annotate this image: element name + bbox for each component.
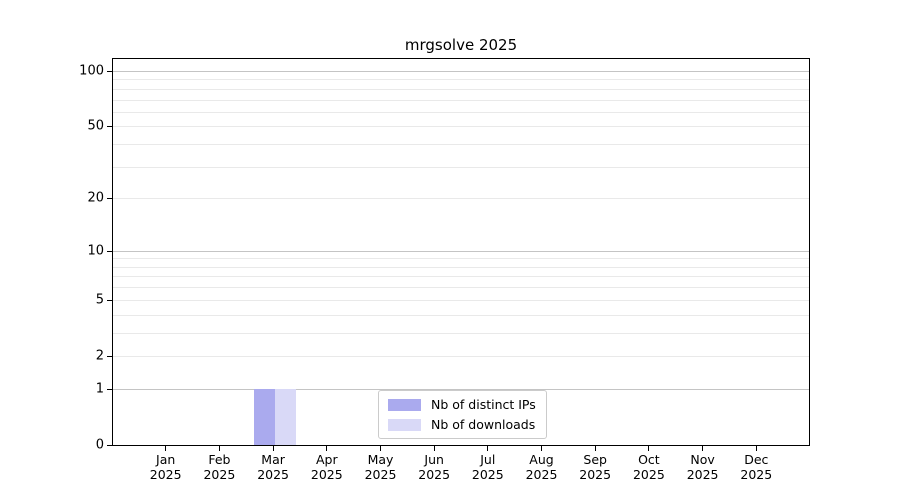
x-tick-label: Feb 2025 xyxy=(187,452,251,482)
x-tick-label: Mar 2025 xyxy=(241,452,305,482)
y-tick-label: 1 xyxy=(95,381,104,397)
x-tick-month: Oct xyxy=(638,452,660,467)
minor-gridline xyxy=(113,144,809,145)
x-tick-month: Aug xyxy=(529,452,554,467)
x-tick-label: Oct 2025 xyxy=(617,452,681,482)
legend-label: Nb of distinct IPs xyxy=(431,397,536,412)
x-tick-mark xyxy=(218,446,220,451)
legend-swatch xyxy=(388,398,421,411)
major-gridline xyxy=(113,356,809,357)
y-tick-label: 20 xyxy=(87,190,104,206)
x-tick-mark xyxy=(755,446,757,451)
y-tick-mark xyxy=(107,388,112,390)
y-tick-label: 5 xyxy=(95,292,104,308)
x-tick-month: Dec xyxy=(744,452,769,467)
x-tick-year: 2025 xyxy=(203,467,236,482)
minor-gridline xyxy=(113,88,809,90)
legend-swatch xyxy=(388,418,421,431)
minor-gridline xyxy=(113,111,809,113)
x-tick-mark xyxy=(165,446,167,451)
minor-gridline xyxy=(113,266,809,268)
y-tick-label: 100 xyxy=(79,63,104,79)
legend: Nb of distinct IPs Nb of downloads xyxy=(378,390,547,439)
x-tick-label: Jul 2025 xyxy=(456,452,520,482)
x-tick-label: Apr 2025 xyxy=(295,452,359,482)
x-tick-year: 2025 xyxy=(149,467,182,482)
legend-label: Nb of downloads xyxy=(431,417,536,432)
x-tick-year: 2025 xyxy=(632,467,665,482)
minor-gridline xyxy=(113,258,809,260)
x-tick-mark xyxy=(326,446,328,451)
y-tick-mark xyxy=(107,70,112,72)
x-tick-year: 2025 xyxy=(310,467,343,482)
x-tick-mark xyxy=(648,446,650,451)
legend-entry: Nb of downloads xyxy=(388,417,536,432)
x-tick-year: 2025 xyxy=(257,467,289,482)
major-gridline xyxy=(113,126,809,128)
x-tick-month: Nov xyxy=(690,452,715,467)
y-tick-mark xyxy=(107,445,112,446)
x-tick-month: Jun xyxy=(424,452,444,467)
x-tick-label: May 2025 xyxy=(349,452,413,482)
x-tick-label: Nov 2025 xyxy=(671,452,735,482)
bar-nb-of-distinct-ips xyxy=(253,388,275,445)
y-tick-mark xyxy=(107,356,112,357)
chart-title: mrgsolve 2025 xyxy=(404,36,518,54)
major-gridline xyxy=(113,388,809,390)
minor-gridline xyxy=(113,332,809,334)
x-tick-year: 2025 xyxy=(740,467,773,482)
minor-gridline xyxy=(113,79,809,81)
x-tick-mark xyxy=(380,446,381,451)
x-tick-mark xyxy=(487,446,489,451)
y-tick-mark xyxy=(107,299,112,301)
y-tick-label: 10 xyxy=(87,243,104,259)
y-tick-mark xyxy=(107,126,112,128)
x-tick-label: Sep 2025 xyxy=(563,452,627,482)
y-tick-label: 0 xyxy=(95,437,104,453)
x-tick-label: Jun 2025 xyxy=(402,452,466,482)
y-tick-mark xyxy=(107,250,112,252)
minor-gridline xyxy=(113,276,809,278)
x-tick-mark xyxy=(433,446,435,451)
x-tick-label: Dec 2025 xyxy=(724,452,788,482)
x-tick-month: Jul xyxy=(480,452,496,467)
major-gridline xyxy=(113,250,809,252)
minor-gridline xyxy=(113,99,809,101)
bar-nb-of-downloads xyxy=(274,388,296,445)
x-tick-year: 2025 xyxy=(579,467,612,482)
x-tick-year: 2025 xyxy=(418,467,451,482)
x-tick-year: 2025 xyxy=(471,467,504,482)
x-tick-label: Jan 2025 xyxy=(134,452,198,482)
x-tick-mark xyxy=(594,446,596,451)
x-tick-month: Mar xyxy=(261,452,285,467)
x-tick-mark xyxy=(702,446,704,451)
minor-gridline xyxy=(113,287,809,289)
legend-entry: Nb of distinct IPs xyxy=(388,397,536,412)
x-tick-month: Feb xyxy=(208,452,231,467)
x-tick-label: Aug 2025 xyxy=(510,452,574,482)
x-tick-year: 2025 xyxy=(686,467,719,482)
minor-gridline xyxy=(113,166,809,168)
major-gridline xyxy=(113,299,809,301)
y-tick-label: 2 xyxy=(95,348,104,364)
major-gridline xyxy=(113,70,809,72)
x-tick-year: 2025 xyxy=(364,467,397,482)
major-gridline xyxy=(113,198,809,200)
plot-area: Nb of distinct IPs Nb of downloads xyxy=(112,58,810,446)
x-tick-month: Sep xyxy=(583,452,607,467)
x-tick-month: Jan xyxy=(156,452,176,467)
x-tick-month: Apr xyxy=(315,452,338,467)
x-tick-mark xyxy=(272,446,274,451)
minor-gridline xyxy=(113,314,809,316)
x-tick-mark xyxy=(541,446,542,451)
x-tick-year: 2025 xyxy=(525,467,558,482)
y-tick-mark xyxy=(107,198,112,200)
x-tick-month: May xyxy=(367,452,394,467)
y-tick-label: 50 xyxy=(87,118,104,134)
